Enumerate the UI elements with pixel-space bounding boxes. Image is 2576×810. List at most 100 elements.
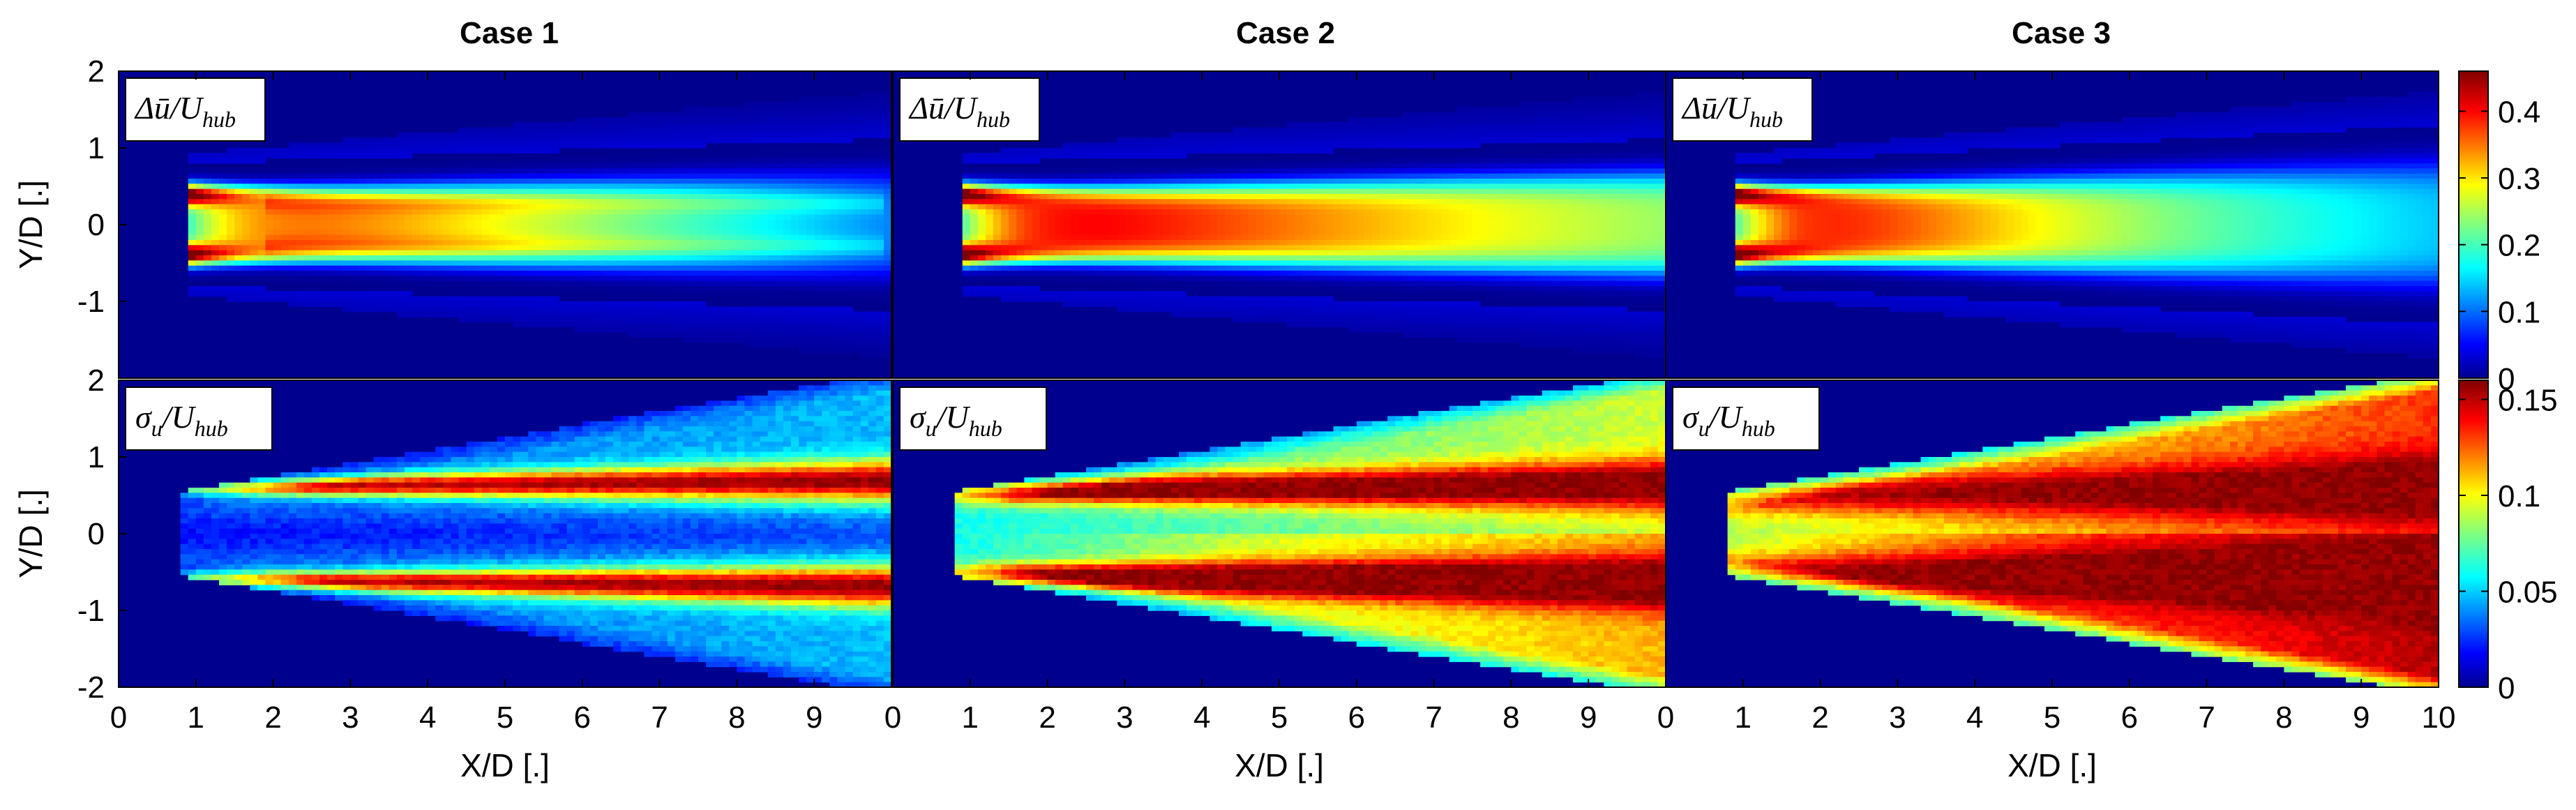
heatmap-cell [467, 179, 475, 184]
heatmap-cell [467, 225, 475, 230]
heatmap-cell [250, 291, 258, 297]
heatmap-cell [397, 230, 405, 235]
heatmap-cell [536, 168, 544, 174]
heatmap-cell [443, 204, 451, 210]
heatmap-cell [575, 255, 583, 261]
heatmap-cell [211, 291, 220, 297]
heatmap-cell [234, 174, 243, 179]
heatmap-cell [467, 255, 475, 261]
heatmap-cell [497, 260, 506, 266]
heatmap-cell [389, 266, 398, 271]
heatmap-cell [513, 271, 521, 276]
heatmap-cell [528, 137, 536, 143]
heatmap-cell [204, 183, 212, 189]
heatmap-cell [358, 163, 366, 169]
heatmap-cell [289, 194, 297, 200]
heatmap-cell [273, 209, 282, 215]
heatmap-cell [543, 220, 552, 225]
heatmap-cell [296, 276, 305, 281]
heatmap-cell [467, 168, 475, 174]
heatmap-cell [405, 312, 413, 317]
heatmap-cell [528, 245, 536, 250]
heatmap-cell [397, 183, 405, 189]
heatmap-cell [467, 235, 475, 241]
heatmap-cell [428, 250, 436, 256]
heatmap-cell [382, 230, 390, 235]
heatmap-cell [327, 174, 336, 179]
heatmap-cell [497, 266, 506, 271]
heatmap-cell [242, 291, 250, 297]
heatmap-cell [428, 209, 436, 215]
heatmap-cell [211, 153, 220, 158]
heatmap-cell [405, 306, 413, 312]
heatmap-cell [451, 137, 459, 143]
heatmap-cell [257, 291, 266, 297]
heatmap-cell [582, 183, 591, 189]
heatmap-cell [474, 260, 483, 266]
heatmap-cell [443, 179, 451, 184]
heatmap-cell [536, 230, 544, 235]
heatmap-cell [327, 281, 336, 287]
heatmap-cell [513, 194, 521, 200]
heatmap-cell [397, 301, 405, 307]
heatmap-cell [273, 199, 282, 204]
heatmap-cell [204, 245, 212, 250]
heatmap-cell [366, 189, 375, 195]
heatmap-cell [335, 260, 343, 266]
heatmap-cell [528, 297, 536, 302]
heatmap-cell [482, 250, 490, 256]
heatmap-cell [412, 312, 421, 317]
heatmap-cell [474, 266, 483, 271]
heatmap-cell [505, 286, 513, 292]
heatmap-cell [551, 301, 559, 307]
heatmap-cell [443, 235, 451, 241]
heatmap-cell [536, 312, 544, 317]
heatmap-cell [567, 255, 575, 261]
heatmap-cell [575, 250, 583, 256]
heatmap-cell [451, 163, 459, 169]
heatmap-cell [358, 209, 366, 215]
heatmap-cell [242, 276, 250, 281]
heatmap-cell [459, 183, 467, 189]
heatmap-cell [350, 225, 359, 230]
heatmap-cell [196, 183, 204, 189]
heatmap-cell [435, 255, 444, 261]
heatmap-cell [520, 183, 529, 189]
heatmap-cell [374, 260, 382, 266]
heatmap-cell [497, 133, 506, 138]
heatmap-cell [459, 245, 467, 250]
heatmap-cell [513, 276, 521, 281]
heatmap-cell [358, 168, 366, 174]
heatmap-cell [435, 266, 444, 271]
heatmap-cell [559, 183, 568, 189]
heatmap-cell [204, 286, 212, 292]
heatmap-cell [482, 271, 490, 276]
heatmap-cell [405, 214, 413, 220]
heatmap-cell [382, 168, 390, 174]
heatmap-cell [342, 240, 351, 246]
heatmap-cell [227, 220, 235, 225]
heatmap-cell [312, 214, 320, 220]
heatmap-cell [567, 317, 575, 322]
heatmap-cell [459, 260, 467, 266]
heatmap-cell [289, 260, 297, 266]
heatmap-cell [382, 276, 390, 281]
heatmap-cell [327, 230, 336, 235]
heatmap-cell [389, 174, 398, 179]
heatmap-cell [196, 255, 204, 261]
heatmap-cell [257, 214, 266, 220]
heatmap-cell [227, 158, 235, 164]
heatmap-cell [397, 163, 405, 169]
heatmap-cell [312, 271, 320, 276]
heatmap-cell [482, 281, 490, 287]
heatmap-cell [513, 240, 521, 246]
heatmap-cell [459, 143, 467, 149]
heatmap-cell [505, 276, 513, 281]
heatmap-cell [497, 179, 506, 184]
heatmap-cell [582, 199, 591, 204]
heatmap-cell [567, 240, 575, 246]
heatmap-cell [551, 214, 559, 220]
heatmap-cell [319, 240, 328, 246]
heatmap-cell [459, 255, 467, 261]
heatmap-cell [451, 189, 459, 195]
